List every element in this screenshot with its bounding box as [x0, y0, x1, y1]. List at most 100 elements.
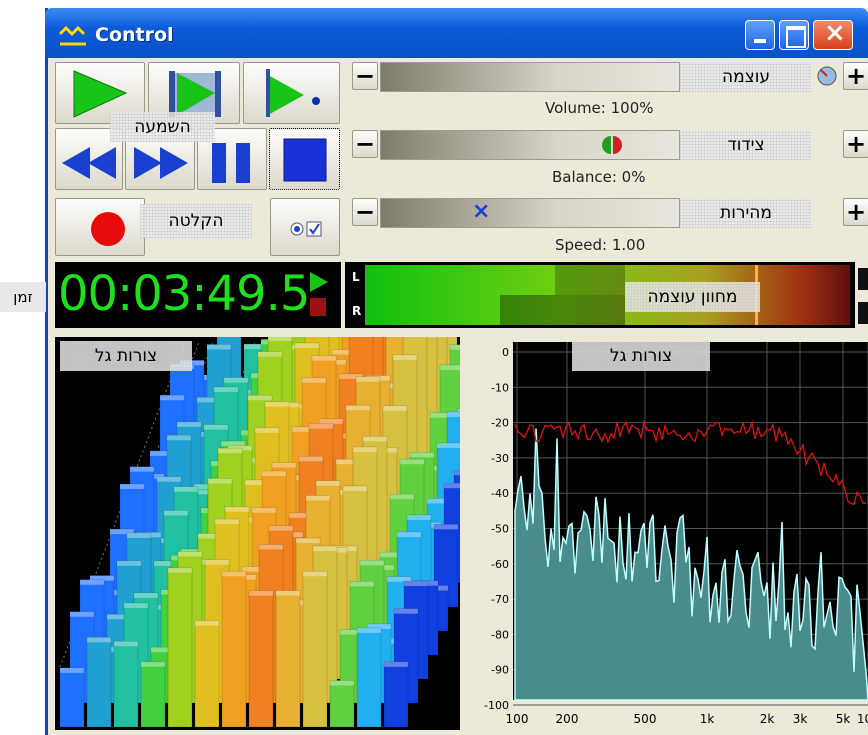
waterfall-top	[225, 506, 249, 512]
waterfall-top	[454, 470, 460, 476]
x-tick-label: 200	[556, 712, 579, 726]
waterfall-top	[303, 571, 327, 577]
meter-channel: L	[352, 270, 360, 284]
waterfall-top	[258, 351, 282, 357]
waterfall-top	[195, 620, 219, 626]
step-play-button[interactable]	[243, 62, 340, 124]
x-tick-label: 2k	[760, 712, 775, 726]
waterfall-top	[430, 412, 454, 418]
waterfall-top	[252, 507, 276, 513]
stop-button[interactable]	[269, 128, 340, 190]
record-options[interactable]	[270, 198, 340, 256]
maximize-button[interactable]	[779, 20, 809, 50]
waterfall-top	[340, 629, 364, 635]
waterfall-top	[244, 344, 268, 350]
balance-readout: Balance: 0%	[552, 168, 646, 186]
waterfall-top	[168, 567, 192, 573]
waterfall-top	[265, 401, 289, 407]
waterfall-top	[316, 480, 340, 486]
waterfall-top	[309, 423, 333, 429]
y-tick-label: -30	[491, 452, 509, 465]
waterfall-top	[214, 387, 238, 393]
waterfall-top	[80, 579, 104, 585]
meter-end	[858, 268, 868, 290]
waterfall-bar	[302, 570, 328, 728]
waterfall-top	[87, 637, 111, 643]
waterfall-top	[221, 441, 245, 447]
title-bar	[45, 8, 868, 58]
close-button[interactable]: ×	[813, 18, 853, 50]
waterfall-top	[384, 661, 408, 667]
balance-slider[interactable]	[380, 130, 680, 160]
waterfall-top	[343, 485, 367, 491]
waterfall-top	[397, 531, 421, 537]
waterfall-top	[457, 408, 460, 414]
waterfall-top	[302, 377, 326, 383]
waterfall-top	[312, 355, 336, 361]
y-tick-label: 0	[502, 346, 509, 359]
waterfall-top	[394, 608, 418, 614]
waterfall-bar	[248, 590, 274, 728]
volume-plus[interactable]: +	[843, 62, 868, 90]
waterfall-top	[336, 459, 360, 465]
waterfall-top	[224, 377, 248, 383]
volume-slider[interactable]	[380, 62, 680, 92]
waterfall-bar	[383, 661, 409, 728]
y-tick-label: -50	[491, 523, 509, 536]
meter-peak-left	[555, 265, 625, 295]
waterfall-top	[249, 590, 273, 596]
waterfall-top	[400, 459, 424, 465]
waterfall-top	[215, 519, 239, 525]
waterfall-top	[120, 484, 144, 490]
speed-thumb[interactable]: ×	[472, 199, 491, 224]
waterfall-top	[272, 462, 296, 468]
waterfall-top	[447, 411, 460, 417]
waterfall-top	[360, 560, 384, 566]
app-icon	[58, 26, 86, 46]
speed-plus[interactable]: +	[843, 198, 868, 226]
waterfall-top	[164, 510, 188, 516]
waterfall-top	[127, 532, 151, 538]
meter-end	[858, 302, 868, 324]
y-tick-label: -60	[491, 558, 509, 571]
waterfall-top	[450, 344, 460, 350]
spectrum-label: צורות גל	[572, 341, 710, 371]
x-tick-label: 500	[634, 712, 657, 726]
waterfall-top	[180, 360, 204, 366]
speed-minus[interactable]: −	[352, 198, 378, 226]
balance-minus[interactable]: −	[352, 130, 378, 158]
waterfall-top	[198, 533, 222, 539]
meter-peak-right	[500, 295, 625, 325]
waterfall-top	[218, 448, 242, 454]
balance-thumb[interactable]	[600, 134, 624, 156]
minimize-button[interactable]	[745, 20, 775, 50]
waterfall-top	[363, 436, 387, 442]
waterfall-top	[262, 471, 286, 477]
spectrum-peak-line	[514, 419, 867, 506]
y-tick-label: -90	[491, 664, 509, 677]
meter-bar	[365, 265, 850, 325]
volume-minus[interactable]: −	[352, 62, 378, 90]
waterfall-top	[437, 442, 460, 448]
waterfall-bar	[329, 680, 355, 728]
waterfall-top	[407, 514, 431, 520]
meter-label: מחוון עוצמה	[625, 282, 760, 312]
waterfall-top	[204, 424, 228, 430]
waterfall-top	[178, 551, 202, 557]
waterfall-top	[110, 529, 134, 535]
waterfall-top	[90, 575, 114, 581]
record-button[interactable]	[55, 198, 145, 256]
y-tick-label: -80	[491, 628, 509, 641]
waterfall-top	[269, 525, 293, 531]
y-tick-label: -20	[491, 417, 509, 430]
waterfall-top	[339, 373, 363, 379]
balance-plus[interactable]: +	[843, 130, 868, 158]
waterfall-top	[289, 512, 313, 518]
waterfall-top	[367, 623, 391, 629]
x-tick-label: 10k	[857, 712, 868, 726]
waterfall-top	[380, 552, 404, 558]
speed-slider[interactable]	[380, 198, 680, 228]
waterfall-top	[299, 456, 323, 462]
